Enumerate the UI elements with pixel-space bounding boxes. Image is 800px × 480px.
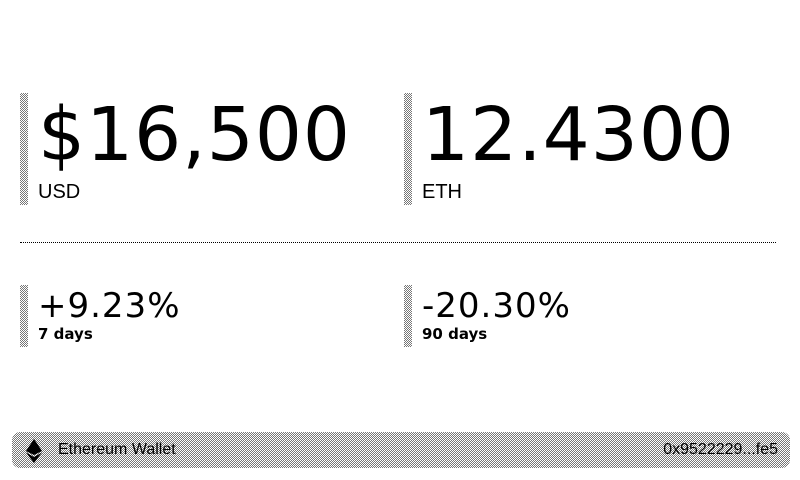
change-90d-card: -20.30% 90 days xyxy=(404,285,784,347)
fiat-balance-card: $16,500 USD xyxy=(20,93,380,205)
change-7d-period: 7 days xyxy=(38,325,93,343)
card-accent-bar xyxy=(20,93,28,205)
fiat-unit-label: USD xyxy=(38,181,81,203)
card-accent-bar xyxy=(404,93,412,205)
crypto-unit-label: ETH xyxy=(422,181,462,203)
fiat-balance-value: $16,500 xyxy=(38,92,352,178)
change-90d-value: -20.30% xyxy=(422,286,571,326)
change-7d-card: +9.23% 7 days xyxy=(20,285,380,347)
divider xyxy=(20,242,776,243)
change-7d-value: +9.23% xyxy=(38,286,181,326)
crypto-balance-card: 12.4300 ETH xyxy=(404,93,784,205)
wallet-footer: Ethereum Wallet 0x9522229...fe5 xyxy=(12,432,790,468)
wallet-name: Ethereum Wallet xyxy=(58,441,176,458)
ethereum-icon xyxy=(26,439,42,463)
card-accent-bar xyxy=(404,285,412,347)
crypto-balance-value: 12.4300 xyxy=(422,92,736,178)
card-accent-bar xyxy=(20,285,28,347)
change-90d-period: 90 days xyxy=(422,325,488,343)
wallet-address: 0x9522229...fe5 xyxy=(663,441,778,458)
